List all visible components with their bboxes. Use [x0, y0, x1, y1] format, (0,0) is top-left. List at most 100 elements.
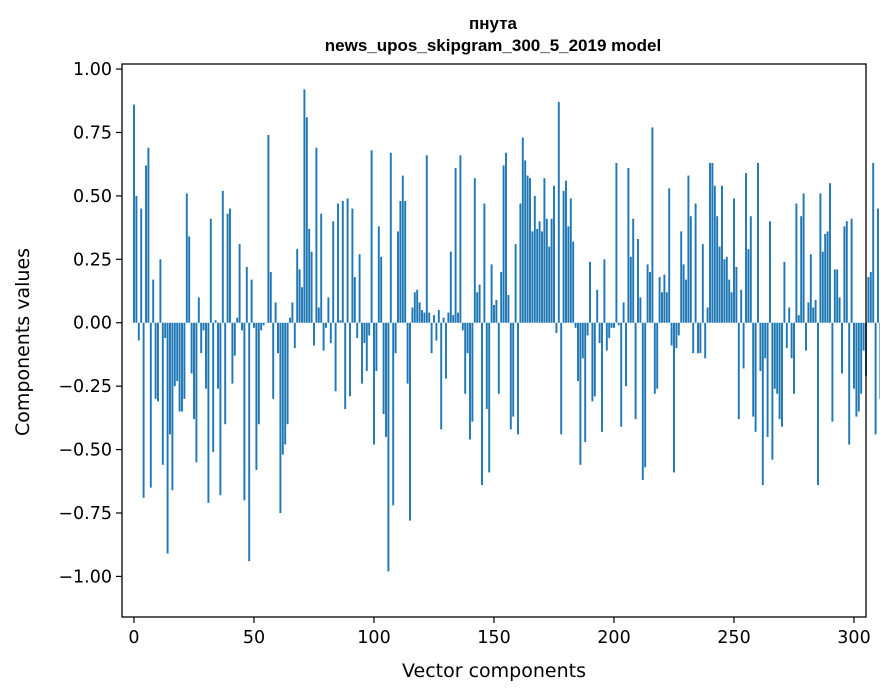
- bar-95: [361, 322, 363, 384]
- bar-200: [613, 322, 615, 328]
- bar-115: [409, 322, 411, 521]
- y-tick-label: −0.50: [58, 441, 112, 461]
- bar-141: [471, 322, 474, 422]
- bar-82: [329, 322, 332, 344]
- bar-66: [291, 302, 294, 323]
- bar-223: [668, 188, 671, 323]
- bar-211: [639, 297, 642, 323]
- bar-20: [181, 322, 183, 412]
- bar-90: [349, 322, 351, 397]
- bar-267: [773, 322, 776, 389]
- bar-98: [368, 322, 371, 336]
- bar-73: [308, 228, 311, 323]
- bar-145: [481, 322, 483, 486]
- bar-46: [243, 322, 246, 501]
- bar-125: [433, 315, 435, 323]
- bar-49: [250, 279, 253, 323]
- bar-250: [733, 198, 735, 323]
- bar-119: [418, 302, 421, 323]
- bar-150: [493, 304, 495, 323]
- y-tick-label: 0.75: [73, 123, 112, 143]
- bar-127: [437, 310, 440, 323]
- bar-17: [173, 322, 176, 387]
- bar-30: [205, 322, 207, 389]
- bar-254: [742, 322, 745, 369]
- bar-289: [826, 231, 829, 323]
- bar-194: [598, 322, 601, 344]
- bar-221: [663, 274, 666, 323]
- y-tick-label: 1.00: [73, 60, 112, 80]
- bar-35: [217, 322, 219, 389]
- bar-215: [649, 272, 651, 323]
- bar-88: [344, 322, 347, 409]
- bar-44: [238, 244, 241, 323]
- bar-94: [358, 254, 361, 323]
- bar-11: [159, 259, 162, 323]
- bar-273: [788, 307, 791, 323]
- bar-157: [509, 322, 512, 430]
- bar-24: [190, 322, 193, 374]
- bar-235: [697, 322, 699, 354]
- bar-167: [533, 195, 536, 323]
- bar-261: [759, 322, 762, 371]
- bar-76: [315, 147, 318, 323]
- bar-197: [605, 322, 608, 351]
- bar-187: [581, 322, 584, 359]
- bar-144: [478, 284, 481, 323]
- y-tick-label: −1.00: [58, 567, 112, 587]
- bar-65: [289, 317, 291, 323]
- bar-202: [617, 322, 620, 326]
- bar-299: [850, 218, 853, 323]
- bar-168: [536, 228, 539, 323]
- bar-293: [836, 269, 839, 323]
- bar-8: [152, 279, 155, 323]
- bar-248: [728, 279, 731, 323]
- bar-281: [807, 302, 810, 323]
- bar-92: [353, 277, 356, 323]
- bar-101: [375, 322, 378, 371]
- bar-240: [709, 162, 711, 323]
- bar-170: [541, 231, 543, 323]
- bar-207: [629, 256, 632, 323]
- bar-93: [356, 322, 359, 338]
- bar-218: [656, 322, 659, 389]
- bar-263: [764, 322, 767, 359]
- bar-279: [802, 193, 805, 323]
- bar-114: [406, 322, 409, 384]
- bar-219: [658, 277, 661, 323]
- bar-231: [687, 175, 690, 323]
- bar-15: [169, 322, 171, 435]
- bar-230: [685, 279, 687, 323]
- bar-198: [608, 322, 611, 338]
- bar-45: [241, 322, 243, 331]
- bar-306: [867, 277, 870, 323]
- x-axis-ticks: 0 50 100 150 200 250 300: [128, 617, 871, 648]
- bar-243: [716, 216, 719, 323]
- bar-121: [423, 312, 426, 323]
- bar-131: [447, 312, 450, 323]
- bar-116: [411, 307, 414, 323]
- bar-38: [224, 322, 227, 425]
- bar-0: [133, 104, 135, 323]
- bar-4: [142, 322, 145, 498]
- y-tick-label: 0.25: [73, 250, 112, 270]
- bar-107: [389, 152, 392, 323]
- bar-41: [231, 322, 234, 384]
- bar-302: [857, 322, 860, 412]
- bar-255: [745, 173, 747, 323]
- chart-title-line-2: news_upos_skipgram_300_5_2019 model: [325, 36, 661, 55]
- bar-308: [872, 162, 875, 323]
- bar-47: [245, 266, 248, 323]
- bar-226: [675, 322, 678, 349]
- bar-183: [572, 241, 575, 323]
- x-tick-label: 200: [597, 628, 630, 648]
- bar-160: [517, 322, 519, 435]
- bar-303: [860, 322, 863, 394]
- bar-111: [399, 200, 402, 323]
- plot-area-frame: [121, 63, 867, 618]
- bar-108: [392, 322, 395, 506]
- bar-208: [632, 218, 635, 323]
- bar-294: [838, 297, 841, 323]
- bar-244: [718, 246, 721, 323]
- bar-100: [373, 322, 375, 445]
